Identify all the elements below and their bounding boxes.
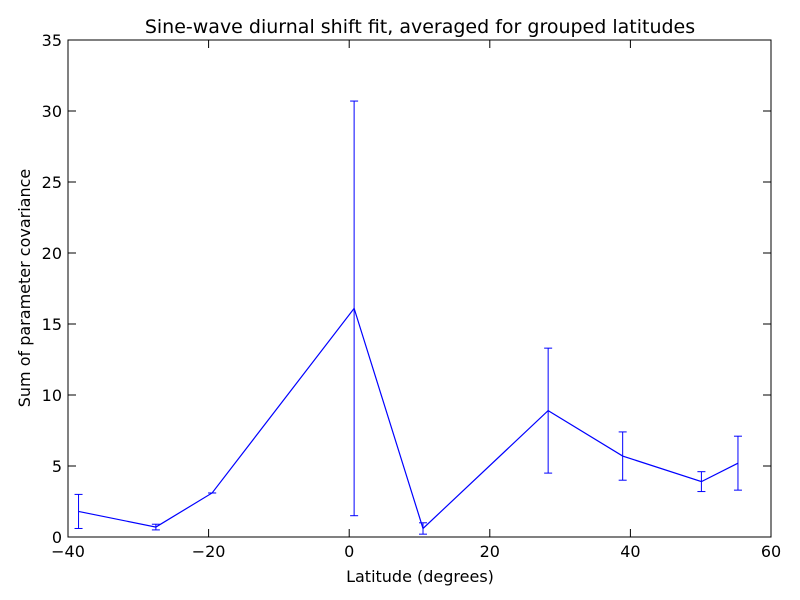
y-tick-label: 0 <box>52 528 62 547</box>
y-axis-label: Sum of parameter covariance <box>15 169 34 408</box>
y-tick-label: 20 <box>42 244 62 263</box>
y-tick-label: 10 <box>42 386 62 405</box>
x-tick-label: 60 <box>761 542 781 561</box>
chart-title: Sine-wave diurnal shift fit, averaged fo… <box>145 16 695 38</box>
x-tick-label: 0 <box>344 542 354 561</box>
x-axis-label: Latitude (degrees) <box>346 567 494 586</box>
y-tick-label: 15 <box>42 315 62 334</box>
y-tick-label: 35 <box>42 31 62 50</box>
y-tick-label: 30 <box>42 102 62 121</box>
x-tick-label: 40 <box>620 542 640 561</box>
x-tick-label: 20 <box>480 542 500 561</box>
y-tick-label: 25 <box>42 173 62 192</box>
x-tick-label: −20 <box>192 542 226 561</box>
y-tick-label: 5 <box>52 457 62 476</box>
plot-area <box>68 40 771 537</box>
